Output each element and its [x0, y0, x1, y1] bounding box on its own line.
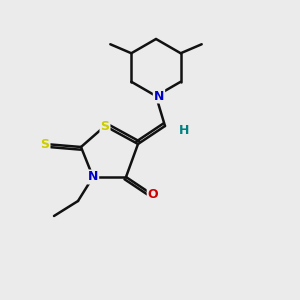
Text: N: N: [88, 170, 98, 184]
Text: S: S: [40, 137, 50, 151]
Text: S: S: [100, 119, 109, 133]
Text: H: H: [179, 124, 190, 137]
Text: O: O: [148, 188, 158, 202]
Text: N: N: [154, 89, 164, 103]
